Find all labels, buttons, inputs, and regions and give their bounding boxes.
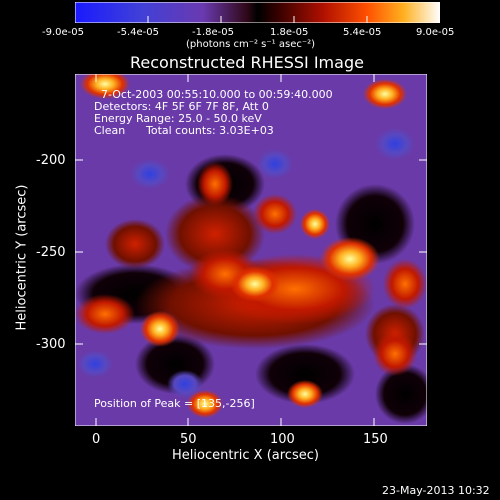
x-tick-label: 150 [363,432,388,447]
plot-title: Reconstructed RHESSI Image [130,53,364,72]
colorbar-tick-6: 9.0e-05 [416,27,455,38]
colorbar-tick-3: -1.8e-05 [192,27,234,38]
rhessi-image [74,69,435,427]
colorbar-tick-4: 1.8e-05 [270,27,309,38]
x-axis-label: Heliocentric X (arcsec) [172,448,319,463]
info-counts: Total counts: 3.03E+03 [146,124,274,137]
y-tick-label: -250 [36,245,66,260]
y-tick-label: -200 [36,153,66,168]
x-tick-label: 100 [270,432,295,447]
footer-date: 23-May-2013 10:32 [382,484,490,497]
colorbar-tick-5: 5.4e-05 [343,27,382,38]
x-tick-label: 50 [180,432,197,447]
y-axis-label: Heliocentric Y (arcsec) [14,184,30,331]
colorbar-tick-1: -9.0e-05 [42,27,84,38]
info-energy: Energy Range: 25.0 - 50.0 keV [94,112,262,125]
colorbar-units: (photons cm⁻² s⁻¹ asec⁻²) [186,39,316,50]
colorbar-gradient [74,1,441,24]
x-tick-label: 0 [92,432,101,447]
y-tick-label: -300 [36,337,66,352]
colorbar [74,1,441,24]
peak-position: Position of Peak = [135,-256] [94,397,255,410]
info-detectors: Detectors: 4F 5F 6F 7F 8F, Att 0 [94,100,269,113]
info-time: 7-Oct-2003 00:55:10.000 to 00:59:40.000 [101,88,333,101]
colorbar-tick-2: -5.4e-05 [117,27,159,38]
info-clean: Clean [94,124,126,137]
